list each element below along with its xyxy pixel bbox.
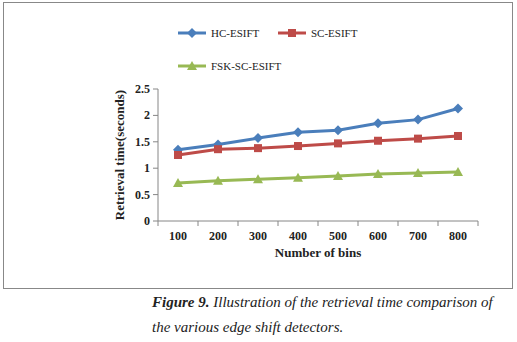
x-tick-label: 100 <box>169 229 187 243</box>
series-marker <box>413 115 423 125</box>
series-marker <box>413 168 423 177</box>
x-tick-boundary <box>318 221 319 226</box>
x-tick-boundary <box>478 221 479 226</box>
x-tick-label: 500 <box>329 229 347 243</box>
y-tick <box>153 168 158 169</box>
y-tick-label: 1 <box>144 161 150 175</box>
series-marker <box>373 118 383 128</box>
legend-label: HC-ESIFT <box>211 27 260 39</box>
y-tick-label: 0 <box>144 214 150 228</box>
y-tick-label: 2.5 <box>135 82 150 96</box>
x-tick-boundary <box>238 221 239 226</box>
x-tick-label: 800 <box>449 229 467 243</box>
caption: Figure 9. Illustration of the retrieval … <box>152 290 514 340</box>
y-tick-label: 1.5 <box>135 135 150 149</box>
series-marker <box>173 178 183 187</box>
series-marker <box>333 125 343 135</box>
legend-label: FSK-SC-ESIFT <box>211 60 282 72</box>
caption-lead: Figure 9. <box>152 294 210 310</box>
legend-marker <box>288 29 296 37</box>
series-marker <box>334 139 342 147</box>
y-tick-label: 0.5 <box>135 188 150 202</box>
y-axis <box>158 89 159 221</box>
x-tick-label: 700 <box>409 229 427 243</box>
x-tick-boundary <box>278 221 279 226</box>
series-marker <box>414 135 422 143</box>
series-marker <box>214 145 222 153</box>
plot-area <box>173 104 463 187</box>
x-axis-label: Number of bins <box>275 245 361 260</box>
series-marker <box>374 137 382 145</box>
series-marker <box>213 176 223 185</box>
y-tick <box>153 115 158 116</box>
series-marker <box>294 142 302 150</box>
y-tick <box>153 89 158 90</box>
x-tick-boundary <box>438 221 439 226</box>
series-marker <box>453 104 463 114</box>
x-tick-label: 200 <box>209 229 227 243</box>
y-tick <box>153 141 158 142</box>
series-marker <box>373 169 383 178</box>
series-marker <box>453 167 463 176</box>
y-tick <box>153 194 158 195</box>
series-marker <box>253 174 263 183</box>
series-marker <box>293 127 303 137</box>
series-marker <box>293 173 303 182</box>
series-marker <box>333 171 343 180</box>
y-axis-label: Retrieval time(seconds) <box>112 90 127 220</box>
series-marker <box>454 132 462 140</box>
y-tick <box>153 221 158 222</box>
legend-marker <box>187 28 197 38</box>
x-tick-boundary <box>198 221 199 226</box>
x-tick-label: 600 <box>369 229 387 243</box>
y-tick-label: 2 <box>144 108 150 122</box>
x-tick-boundary <box>158 221 159 226</box>
x-tick-label: 300 <box>249 229 267 243</box>
legend-marker <box>187 61 197 70</box>
series-marker <box>174 151 182 159</box>
x-tick-boundary <box>398 221 399 226</box>
x-tick-label: 400 <box>289 229 307 243</box>
series-marker <box>253 133 263 143</box>
chart-frame <box>4 3 513 289</box>
series-marker <box>254 144 262 152</box>
x-tick-boundary <box>358 221 359 226</box>
legend-label: SC-ESIFT <box>311 27 358 39</box>
